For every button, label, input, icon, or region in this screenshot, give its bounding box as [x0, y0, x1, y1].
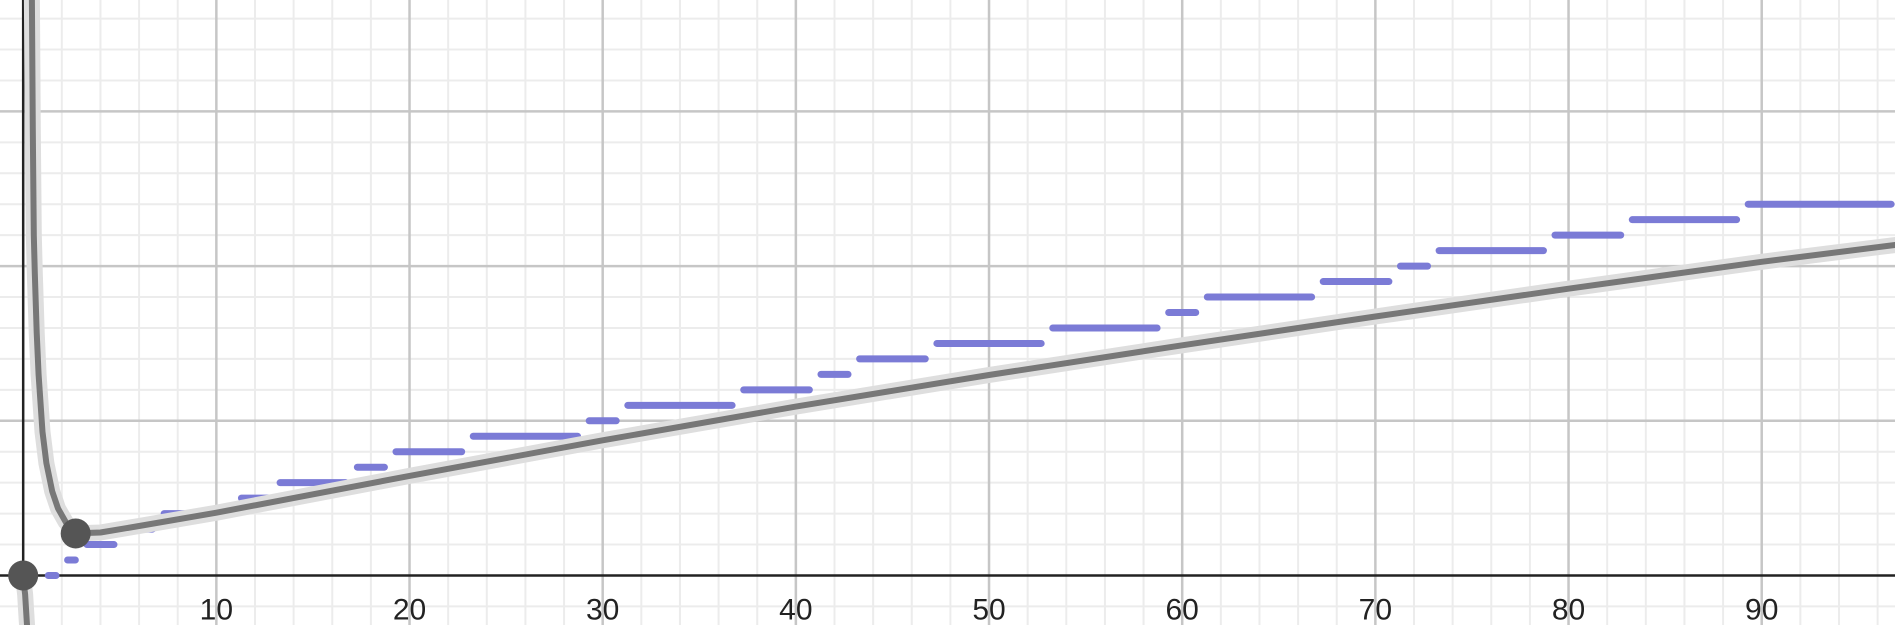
x-tick-label: 80	[1552, 593, 1585, 625]
x-tick-label: 90	[1745, 593, 1778, 625]
x-tick-label: 40	[779, 593, 812, 625]
x-tick-label: 50	[972, 593, 1005, 625]
x-tick-label: 20	[393, 593, 426, 625]
marked-point	[60, 518, 91, 549]
x-tick-label: 70	[1359, 593, 1392, 625]
x-tick-labels: 10 20 30 40 50 60 70 80 90	[200, 593, 1779, 625]
marked-points	[8, 518, 91, 591]
x-tick-label: 10	[200, 593, 233, 625]
x-tick-label: 60	[1166, 593, 1199, 625]
curve-series	[15, 0, 1895, 625]
marked-point	[8, 560, 39, 591]
x-tick-label: 30	[586, 593, 619, 625]
